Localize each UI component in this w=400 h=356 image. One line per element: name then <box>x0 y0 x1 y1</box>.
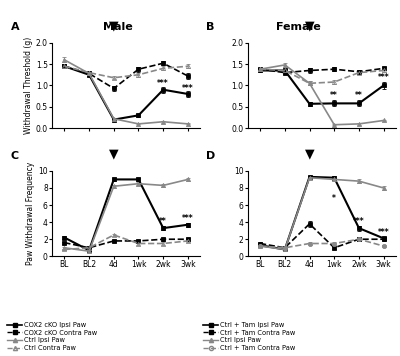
Text: C: C <box>10 151 19 161</box>
Text: D: D <box>206 151 216 161</box>
Text: Female: Female <box>276 22 320 32</box>
Text: A: A <box>10 22 19 32</box>
Y-axis label: Paw Withdrawal Frequency: Paw Withdrawal Frequency <box>26 162 36 265</box>
Text: ***: *** <box>378 73 390 83</box>
Text: Male: Male <box>103 22 133 32</box>
Text: **: ** <box>159 218 167 226</box>
Text: ▼: ▼ <box>305 148 314 161</box>
Text: **: ** <box>355 91 363 100</box>
Text: ***: *** <box>157 79 169 88</box>
Text: **: ** <box>330 91 338 100</box>
Legend: Ctrl + Tam Ipsi Paw, Ctrl + Tam Contra Paw, Ctrl Ipsi Paw, Ctrl + Tam Contra Paw: Ctrl + Tam Ipsi Paw, Ctrl + Tam Contra P… <box>203 322 295 351</box>
Text: ▼: ▼ <box>305 20 314 32</box>
Y-axis label: Withdrawal Threshold (g): Withdrawal Threshold (g) <box>24 37 33 134</box>
Text: ***: *** <box>378 228 390 237</box>
Legend: COX2 cKO Ipsi Paw, COX2 cKO Contra Paw, Ctrl Ipsi Paw, Ctrl Contra Paw: COX2 cKO Ipsi Paw, COX2 cKO Contra Paw, … <box>7 322 97 351</box>
Text: *: * <box>332 194 336 203</box>
Text: ▼: ▼ <box>109 20 118 32</box>
Text: ▼: ▼ <box>109 148 118 161</box>
Text: ***: *** <box>353 218 365 226</box>
Text: B: B <box>206 22 214 32</box>
Text: ***: *** <box>182 84 194 93</box>
Text: ***: *** <box>182 214 194 223</box>
